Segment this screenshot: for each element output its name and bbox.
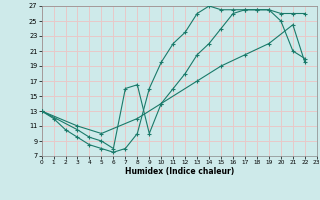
X-axis label: Humidex (Indice chaleur): Humidex (Indice chaleur) — [124, 167, 234, 176]
